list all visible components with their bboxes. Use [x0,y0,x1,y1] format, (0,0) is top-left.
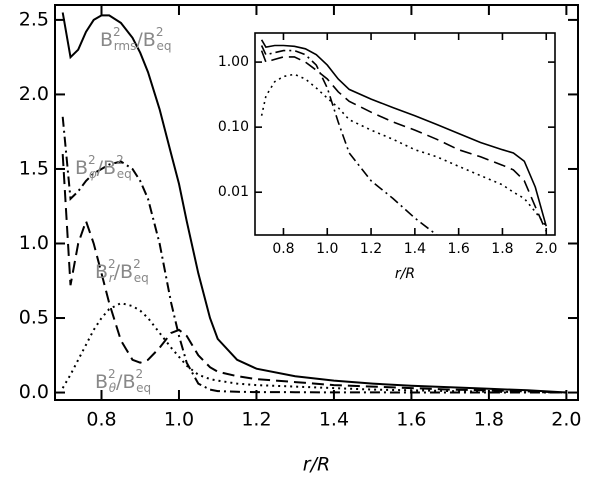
x-axis-label: r/R [395,266,415,282]
annotation-base: B [95,371,108,393]
data-line [61,154,567,394]
annotation-sup: 2 [108,367,116,381]
annotation-sub: eq [134,271,149,285]
y-tick-label: 0.5 [19,307,49,329]
annotation-sub: r [109,271,115,285]
annotation-slash: / [97,157,104,179]
data-line [61,12,567,394]
annotation-sup: 2 [116,153,124,167]
x-tick-label: 1.2 [360,241,382,257]
plot-frame [54,4,579,401]
x-tick-label: 1.8 [474,409,504,431]
y-tick-label: 0.10 [218,119,249,135]
annotation-base: B [95,261,108,283]
annotation-sub: φ [89,167,97,181]
annotation-sub: θ [109,381,117,395]
annotation-sub: eq [156,39,171,53]
annotation-base: B [143,29,156,51]
plot-frame [254,32,556,236]
x-tick-label: 1.4 [319,409,349,431]
y-tick-label: 0.01 [218,184,249,200]
x-tick-label: 1.0 [316,241,338,257]
y-tick-label: 1.5 [19,157,49,179]
x-tick-label: 1.6 [448,241,470,257]
y-tick-label: 2.0 [19,83,49,105]
annotation-slash: / [114,261,121,283]
data-line [61,302,567,394]
annotation: B2 rms/B2 eq [100,25,171,53]
annotation-sup: 2 [113,25,121,39]
y-tick-label: 1.0 [19,232,49,254]
x-tick-label: 1.0 [164,409,194,431]
annotation-sub: eq [136,381,151,395]
y-tick-label: 0.0 [19,381,49,403]
annotation-sup: 2 [108,257,116,271]
y-tick-label: 1.00 [218,54,249,70]
x-tick-label: 2.0 [551,409,581,431]
data-line [61,116,567,394]
x-tick-label: 0.8 [272,241,294,257]
annotation-base: B [122,371,135,393]
annotation-sup: 2 [133,257,141,271]
annotation-sup: 2 [156,25,164,39]
x-tick-label: 0.8 [86,409,116,431]
annotation: B2 r/B2 eq [95,257,149,285]
x-tick-label: 2.0 [535,241,557,257]
annotation-base: B [100,29,113,51]
annotation-sup: 2 [135,367,143,381]
annotation-slash: / [136,29,143,51]
data-line [260,50,547,232]
x-tick-label: 1.4 [404,241,426,257]
y-tick-label: 2.5 [19,8,49,30]
annotation-sub: rms [114,39,137,53]
annotation-base: B [103,157,116,179]
x-axis-label: r/R [303,454,330,476]
x-tick-label: 1.6 [396,409,426,431]
main-chart: 0.0 0.5 1.0 1.5 2.0 2.5 0.8 1.0 1.2 1.4 1.6 1.8 2.0 r… [19,4,581,476]
annotation: B2 φ/B2 eq [75,153,132,181]
inset-background [255,33,555,235]
data-line [260,39,547,227]
annotation-base: B [120,261,133,283]
annotation-sup: 2 [88,153,96,167]
inset-chart: 1.00 0.10 0.01 0.8 1.0 1.2 1.4 1.6 1.8 2.0 r/R [218,32,557,282]
annotation-slash: / [116,371,123,393]
annotation-base: B [75,157,88,179]
annotation-sub: eq [117,167,132,181]
annotation: B2 θ/B2 eq [95,367,151,395]
x-tick-label: 1.2 [241,409,271,431]
data-line [260,45,438,235]
x-tick-label: 1.8 [491,241,513,257]
